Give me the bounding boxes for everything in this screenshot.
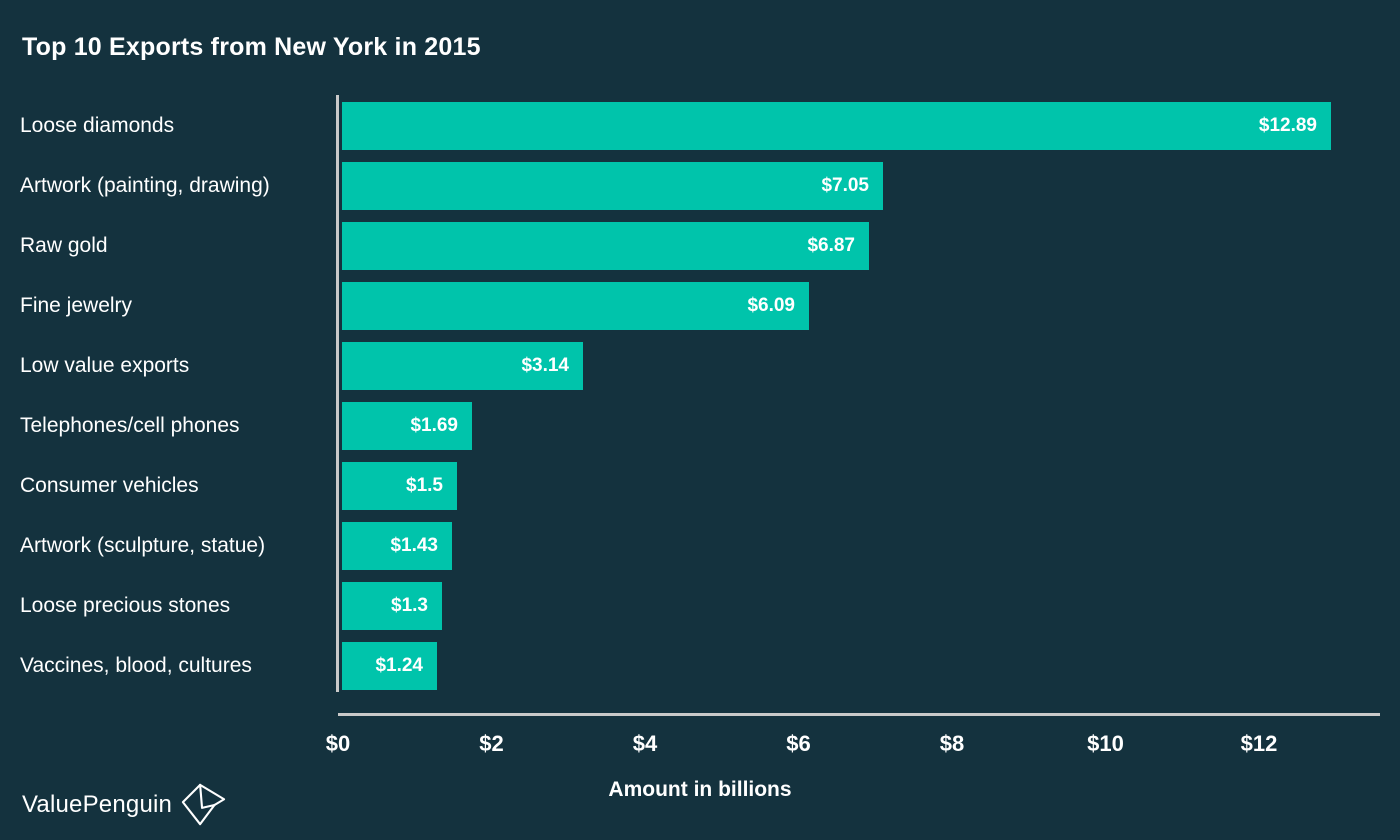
bar-row: Artwork (sculpture, statue) $1.43 (0, 522, 1400, 570)
bar-value-label: $1.69 (410, 415, 458, 436)
bar-row: Loose precious stones $1.3 (0, 582, 1400, 630)
category-label: Telephones/cell phones (20, 414, 240, 437)
x-tick-label: $8 (939, 731, 965, 756)
x-tick-label: $4 (632, 731, 658, 756)
origami-penguin-icon (181, 783, 226, 826)
category-label: Artwork (sculpture, statue) (20, 534, 266, 557)
category-label: Fine jewelry (20, 294, 133, 317)
bar: $1.43 (342, 522, 452, 570)
category-label: Loose diamonds (20, 114, 175, 137)
bar-value-label: $6.87 (807, 235, 855, 256)
bar-row: Fine jewelry $6.09 (0, 282, 1400, 330)
bar-value-label: $3.14 (521, 355, 569, 376)
bar-row: Consumer vehicles $1.5 (0, 462, 1400, 510)
bar: $1.3 (342, 582, 442, 630)
category-label: Raw gold (20, 234, 108, 257)
bar-row: Telephones/cell phones $1.69 (0, 402, 1400, 450)
category-label: Artwork (painting, drawing) (20, 174, 270, 197)
category-label: Vaccines, blood, cultures (20, 654, 252, 677)
bar: $1.24 (342, 642, 437, 690)
bar-row: Loose diamonds $12.89 (0, 102, 1400, 150)
bar-value-label: $6.09 (747, 295, 795, 316)
bar-value-label: $1.5 (406, 475, 443, 496)
x-axis-line (338, 713, 1380, 716)
x-tick-label: $6 (786, 731, 811, 756)
bar-value-label: $1.43 (390, 535, 438, 556)
bar: $7.05 (342, 162, 883, 210)
category-label: Consumer vehicles (20, 474, 199, 497)
bar: $1.5 (342, 462, 457, 510)
x-tick-label: $10 (1087, 731, 1124, 756)
x-tick-label: $12 (1240, 731, 1278, 756)
bar: $6.09 (342, 282, 809, 330)
category-label: Loose precious stones (20, 594, 231, 617)
x-tick-label: $2 (479, 731, 504, 756)
bar-value-label: $1.24 (375, 655, 423, 676)
brand-logo-text: ValuePenguin (22, 791, 173, 818)
bar-row: Vaccines, blood, cultures $1.24 (0, 642, 1400, 690)
brand-logo: ValuePenguin (22, 780, 226, 830)
bar-value-label: $1.3 (391, 595, 428, 616)
category-label: Low value exports (20, 354, 190, 377)
bar: $12.89 (342, 102, 1331, 150)
x-axis-title: Amount in billions (608, 778, 792, 801)
bar-row: Raw gold $6.87 (0, 222, 1400, 270)
y-axis-line (336, 95, 339, 692)
bar-value-label: $12.89 (1258, 115, 1317, 136)
bar: $1.69 (342, 402, 472, 450)
bar: $3.14 (342, 342, 583, 390)
chart-title: Top 10 Exports from New York in 2015 (22, 33, 481, 61)
bar-row: Artwork (painting, drawing) $7.05 (0, 162, 1400, 210)
bar-value-label: $7.05 (821, 175, 869, 196)
bar: $6.87 (342, 222, 869, 270)
x-tick-label: $0 (325, 731, 351, 756)
bar-row: Low value exports $3.14 (0, 342, 1400, 390)
